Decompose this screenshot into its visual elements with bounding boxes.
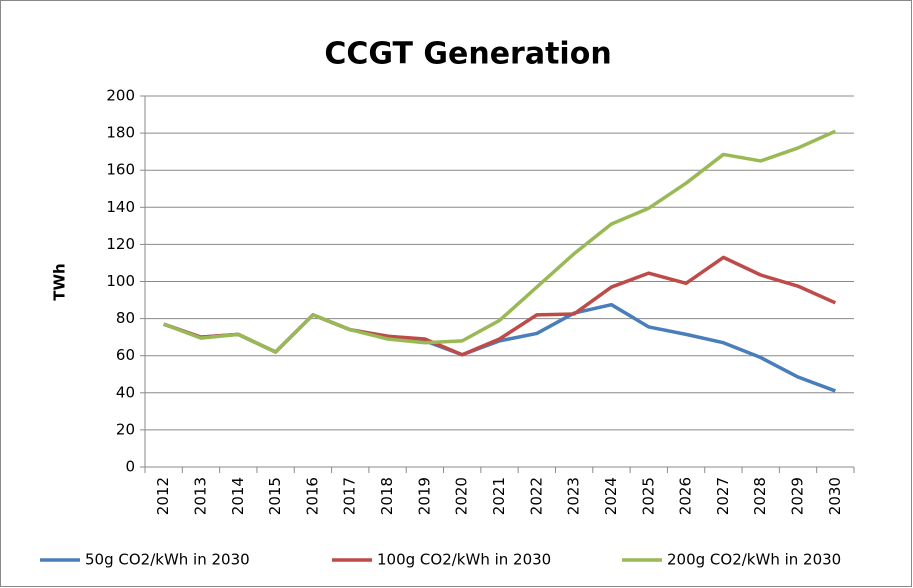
x-tick-label: 2022 (527, 477, 545, 515)
y-tick-label: 100 (106, 272, 135, 290)
x-tick-label: 2029 (789, 477, 807, 515)
x-tick-label: 2015 (266, 477, 284, 515)
chart-title: CCGT Generation (324, 37, 611, 72)
x-tick-label: 2020 (453, 477, 471, 515)
y-tick-label: 160 (106, 161, 135, 179)
x-tick-label: 2026 (677, 477, 695, 515)
y-tick-label: 140 (106, 198, 135, 216)
x-tick-label: 2025 (639, 477, 657, 515)
y-tick-label: 180 (106, 124, 135, 142)
x-tick-label: 2028 (751, 477, 769, 515)
y-tick-label: 120 (106, 235, 135, 253)
x-tick-label: 2017 (341, 477, 359, 515)
x-tick-label: 2016 (303, 477, 321, 515)
x-tick-label: 2027 (714, 477, 732, 515)
y-axis-label: TWh (51, 263, 69, 300)
x-tick-label: 2023 (565, 477, 583, 515)
x-tick-label: 2024 (602, 477, 620, 515)
x-tick-label: 2030 (826, 477, 844, 515)
y-tick-label: 80 (116, 309, 135, 327)
y-tick-label: 0 (125, 458, 135, 476)
series-line (163, 129, 837, 354)
x-tick-label: 2018 (378, 477, 396, 515)
x-tick-label: 2012 (154, 477, 172, 515)
x-tick-label: 2013 (191, 477, 209, 515)
y-tick-label: 40 (116, 383, 135, 401)
legend-label: 100g CO2/kWh in 2030 (377, 551, 551, 569)
legend-label: 200g CO2/kWh in 2030 (667, 551, 841, 569)
x-tick-label: 2019 (415, 477, 433, 515)
legend-label: 50g CO2/kWh in 2030 (85, 551, 250, 569)
x-tick-label: 2021 (490, 477, 508, 515)
y-tick-label: 200 (106, 87, 135, 105)
x-tick-label: 2014 (229, 477, 247, 515)
y-tick-label: 60 (116, 346, 135, 364)
y-tick-label: 20 (116, 420, 135, 438)
